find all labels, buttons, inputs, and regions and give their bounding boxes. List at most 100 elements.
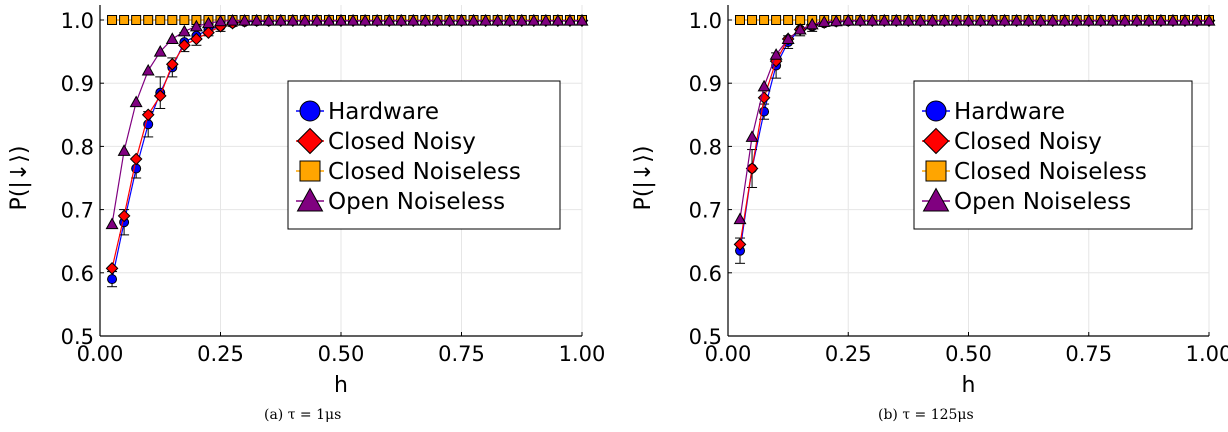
- data-point: [1058, 13, 1072, 26]
- chart-a-svg: 0.00 0.25 0.50 0.75 1.00 0.5 0.6 0.7 0.8 0.9 1.0 h P…: [7, 5, 606, 398]
- y-tick-label: 0.6: [689, 262, 722, 286]
- y-tick-label: 0.7: [689, 199, 722, 223]
- data-area: [733, 13, 1216, 264]
- data-point: [974, 13, 987, 26]
- series-open-noiseless: [733, 13, 1216, 225]
- data-point: [950, 13, 963, 26]
- data-point: [1154, 13, 1168, 26]
- x-tick-label: 0.75: [438, 342, 485, 366]
- data-point: [167, 15, 178, 25]
- data-point: [733, 212, 747, 225]
- legend: Hardware Closed Noisy Closed Noiseless Open…: [913, 80, 1193, 230]
- data-point: [986, 13, 1000, 26]
- legend-label: Hardware: [954, 99, 1065, 125]
- x-tick-label: 0.00: [77, 342, 124, 366]
- data-point: [1178, 13, 1192, 26]
- data-point: [131, 15, 142, 25]
- y-tick-label: 0.5: [61, 325, 94, 349]
- data-point: [865, 13, 879, 26]
- y-tick-label: 0.6: [61, 262, 94, 286]
- data-point: [189, 19, 203, 32]
- chart-b-svg: 0.00 0.25 0.50 0.75 1.00 0.5 0.6 0.7 0.8 0.9 1.0 h P…: [631, 5, 1228, 398]
- data-point: [771, 15, 782, 25]
- data-point: [105, 262, 119, 275]
- data-point: [177, 24, 191, 37]
- data-point: [298, 13, 312, 26]
- x-axis-label: h: [334, 373, 348, 398]
- data-point: [165, 57, 179, 71]
- data-point: [238, 13, 252, 26]
- tick-labels: 0.00 0.25 0.50 0.75 1.00 0.5 0.6 0.7 0.8 0.9 1.0: [689, 9, 1228, 366]
- data-point: [759, 15, 770, 25]
- data-point: [781, 32, 795, 44]
- data-point: [430, 13, 444, 26]
- data-point: [1142, 13, 1156, 26]
- series-open-noiseless: [105, 13, 589, 230]
- data-point: [877, 13, 891, 26]
- data-point: [129, 95, 143, 108]
- legend-label: Closed Noisy: [328, 129, 476, 155]
- data-point: [129, 152, 143, 166]
- legend-marker: [296, 127, 324, 155]
- tick-labels: 0.00 0.25 0.50 0.75 1.00 0.5 0.6 0.7 0.8 0.9 1.0: [61, 9, 606, 366]
- legend-label: Open Noiseless: [328, 189, 505, 215]
- data-point: [539, 13, 553, 26]
- data-point: [937, 13, 951, 26]
- data-point: [153, 44, 167, 57]
- data-point: [201, 16, 215, 29]
- legend-label: Closed Noiseless: [954, 159, 1147, 185]
- data-point: [286, 13, 300, 26]
- data-area: [105, 13, 589, 288]
- legend-label: Closed Noiseless: [328, 159, 521, 185]
- data-point: [310, 13, 324, 26]
- data-point: [515, 13, 529, 26]
- data-point: [358, 13, 372, 26]
- legend-marker: [925, 100, 947, 122]
- data-point: [370, 13, 384, 26]
- data-point: [155, 15, 166, 25]
- data-point: [805, 17, 819, 30]
- legend: Hardware Closed Noisy Closed Noiseless Open…: [287, 80, 561, 230]
- data-point: [793, 22, 807, 35]
- data-point: [1118, 13, 1132, 26]
- data-point: [1106, 13, 1120, 26]
- x-tick-label: 0.50: [945, 342, 992, 366]
- data-point: [1130, 13, 1144, 26]
- data-point: [394, 13, 408, 26]
- data-point: [1190, 13, 1204, 26]
- data-point: [1082, 13, 1096, 26]
- y-tick-label: 0.7: [61, 199, 94, 223]
- data-point: [143, 15, 154, 25]
- data-point: [214, 14, 227, 27]
- data-point: [274, 13, 288, 26]
- data-point: [202, 26, 215, 39]
- data-point: [346, 13, 360, 26]
- data-point: [853, 13, 867, 26]
- data-point: [141, 108, 155, 122]
- legend-marker: [296, 187, 324, 212]
- data-point: [322, 13, 336, 26]
- y-axis-label: P(|↓⟩): [631, 146, 656, 211]
- data-point: [769, 48, 783, 60]
- legend-label: Open Noiseless: [954, 189, 1131, 215]
- data-point: [455, 13, 468, 26]
- y-tick-label: 1.0: [689, 9, 722, 33]
- chart-a-caption: (a) τ = 1μs: [264, 407, 342, 423]
- data-point: [418, 13, 432, 26]
- data-point: [747, 15, 758, 25]
- y-axis-label: P(|↓⟩): [7, 146, 32, 211]
- data-point: [735, 15, 746, 25]
- data-point: [913, 13, 927, 26]
- data-point: [1202, 13, 1216, 26]
- x-tick-label: 0.75: [1065, 342, 1112, 366]
- legend-box: [913, 80, 1193, 230]
- data-point: [733, 238, 747, 251]
- y-tick-label: 0.9: [689, 72, 722, 96]
- data-point: [153, 89, 167, 103]
- data-point: [901, 13, 915, 26]
- data-point: [442, 13, 456, 26]
- data-point: [179, 15, 190, 25]
- data-point: [141, 63, 155, 76]
- data-point: [962, 13, 975, 26]
- y-tick-label: 0.9: [61, 72, 94, 96]
